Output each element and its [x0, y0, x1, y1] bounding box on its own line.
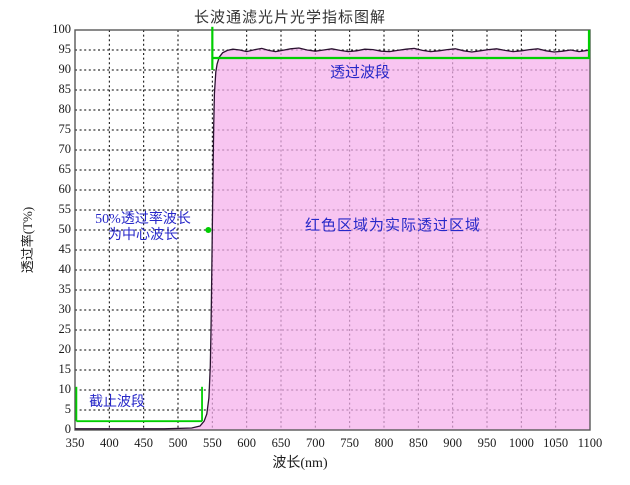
center-wavelength-line2: 为中心波长 — [108, 228, 178, 243]
x-tick-label: 900 — [443, 436, 463, 450]
x-tick-label: 1000 — [508, 436, 534, 450]
y-tick-label: 20 — [58, 342, 72, 356]
x-tick-label: 450 — [134, 436, 154, 450]
y-tick-label: 40 — [58, 262, 72, 276]
center-wavelength-annotation: 50%透过率波长 为中心波长 — [78, 212, 208, 244]
red-region-annotation: 红色区域为实际透过区域 — [305, 218, 482, 234]
x-axis-title: 波长(nm) — [272, 456, 328, 471]
x-tick-label: 700 — [305, 436, 325, 450]
passband-annotation: 透过波段 — [330, 65, 391, 81]
y-tick-label: 95 — [58, 42, 72, 56]
y-tick-label: 80 — [58, 102, 72, 116]
x-tick-label: 350 — [65, 436, 85, 450]
transmission-curve — [75, 47, 591, 430]
y-tick-label: 75 — [58, 122, 72, 136]
y-tick-label: 0 — [64, 422, 71, 436]
chart-title: 长波通滤光片光学指标图解 — [193, 10, 386, 26]
y-tick-label: 60 — [58, 182, 72, 196]
y-tick-label: 35 — [58, 282, 72, 296]
transmission-area — [75, 48, 590, 430]
y-tick-label: 15 — [58, 362, 72, 376]
x-tick-label: 1050 — [543, 436, 569, 450]
x-tick-label: 650 — [271, 436, 291, 450]
x-tick-label: 800 — [374, 436, 394, 450]
y-tick-label: 85 — [58, 82, 72, 96]
y-tick-label: 10 — [58, 382, 72, 396]
y-tick-label: 90 — [58, 62, 72, 76]
y-tick-label: 30 — [58, 302, 72, 316]
y-tick-label: 25 — [58, 322, 72, 336]
y-tick-label: 50 — [58, 222, 72, 236]
x-tick-label: 400 — [99, 436, 119, 450]
half-transmittance-point — [205, 227, 212, 233]
y-tick-label: 100 — [52, 22, 71, 36]
y-tick-label: 65 — [58, 162, 72, 176]
center-wavelength-line1: 50%透过率波长 — [95, 212, 191, 227]
x-tick-label: 600 — [237, 436, 257, 450]
x-tick-label: 500 — [168, 436, 188, 450]
cutoff-band-annotation: 截止波段 — [89, 395, 145, 410]
x-tick-label: 750 — [340, 436, 360, 450]
y-tick-label: 55 — [58, 202, 72, 216]
x-tick-label: 1100 — [577, 436, 603, 450]
y-tick-label: 70 — [58, 142, 72, 156]
x-tick-label: 950 — [477, 436, 497, 450]
plot-border — [74, 29, 591, 431]
y-tick-label: 5 — [64, 402, 71, 416]
y-tick-label: 45 — [58, 242, 72, 256]
x-tick-label: 550 — [202, 436, 222, 450]
x-tick-label: 850 — [408, 436, 428, 450]
